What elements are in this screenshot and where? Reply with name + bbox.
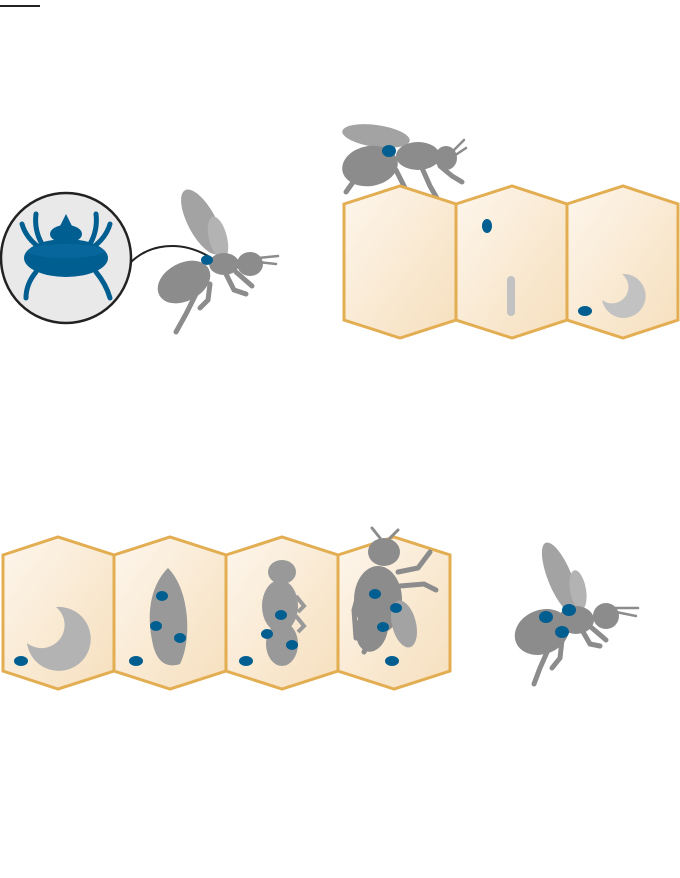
mite-icon	[275, 610, 287, 620]
mite-icon	[19, 211, 113, 301]
larva-icon	[27, 606, 91, 671]
mite-icon	[156, 591, 168, 601]
comb-cell-icon	[565, 184, 680, 340]
mite-icon	[385, 656, 399, 666]
mite-icon	[150, 621, 162, 631]
mite-icon	[555, 626, 569, 638]
mite-icon	[129, 656, 143, 666]
mite-icon	[261, 629, 273, 639]
mite-icon	[14, 656, 28, 666]
mite-icon	[201, 255, 213, 265]
mite-icon	[390, 603, 402, 613]
mite-icon	[539, 611, 553, 623]
mite-icon	[377, 622, 389, 632]
mite-icon	[578, 306, 592, 316]
mite-icon	[286, 640, 298, 650]
comb-cell-icon	[342, 184, 458, 340]
magnifier-icon	[0, 191, 133, 325]
magnifier-connector	[130, 245, 209, 263]
mite-icon	[382, 145, 396, 157]
bee-icon	[514, 542, 640, 687]
mite-icon	[239, 656, 253, 666]
pupa-icon	[262, 560, 307, 666]
mite-icon	[482, 219, 492, 233]
mite-icon	[174, 633, 186, 643]
egg-icon	[507, 276, 515, 316]
mite-icon	[562, 604, 576, 616]
bee-icon	[342, 124, 468, 211]
mite-icon	[369, 589, 381, 599]
larva-icon	[602, 273, 646, 318]
bee-icon	[157, 189, 280, 335]
